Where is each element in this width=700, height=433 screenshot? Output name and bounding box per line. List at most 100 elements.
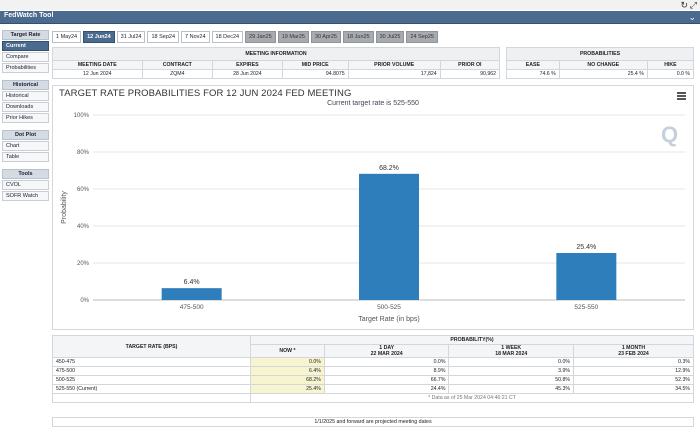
col-header-line: NOW * [279, 348, 296, 354]
cell-now: 25.4% [250, 384, 325, 394]
col-header-date: 23 FEB 2024 [618, 351, 649, 357]
cell-now: 6.4% [250, 366, 325, 376]
tab-meeting[interactable]: 18 Dec24 [211, 31, 244, 43]
col-header: MID PRICE [281, 60, 349, 70]
tab-meeting[interactable]: 7 Nov24 [181, 31, 210, 43]
sidebar-item-probabilities[interactable]: Probabilities [2, 63, 49, 73]
col-header: EXPIRES [212, 60, 283, 70]
bar [359, 173, 419, 300]
col-header: CONTRACT [141, 60, 214, 70]
tab-meeting-projected[interactable]: 30 Apr25 [310, 31, 341, 43]
tab-meeting[interactable]: 31 Jul24 [116, 31, 146, 43]
tab-meeting-projected[interactable]: 18 Jun25 [342, 31, 374, 43]
row-label: 475-500 [52, 366, 251, 376]
row-label: 500-525 [52, 375, 251, 385]
probabilities-title: PROBABILITIES [506, 47, 694, 61]
sidebar-item-table[interactable]: Table [2, 152, 49, 162]
col-header-date: 18 MAR 2024 [495, 351, 528, 357]
y-tick-label: 40% [77, 224, 90, 230]
y-tick-label: 60% [77, 187, 90, 193]
col-header-date: 22 MAR 2024 [370, 351, 403, 357]
prior-volume: 17,824 [347, 69, 441, 79]
data-timestamp-note: * Data as of 25 Mar 2024 04:46:21 CT [250, 393, 694, 403]
cell: 12.9% [573, 366, 694, 376]
contract: ZQM4 [141, 69, 214, 79]
x-tick-label: 500-525 [377, 304, 401, 311]
sidebar-header-historical: Historical [2, 80, 49, 90]
chart-subtitle: Current target rate is 525-550 [327, 100, 419, 107]
chart-panel: 0% 20% 40% 60% 80% 100% 6.4% 475-500 68.2% 500-52… [52, 85, 694, 330]
note-spacer [52, 393, 251, 403]
col-header-line: 1 MONTH [621, 345, 646, 351]
table-row: 475-500 6.4% 8.9% 3.9% 12.9% [52, 366, 694, 376]
col-header: PRIOR VOLUME [347, 60, 441, 70]
table-row: 500-525 68.2% 66.7% 50.8% 52.3% [52, 375, 694, 385]
meeting-info-title: MEETING INFORMATION [52, 47, 500, 61]
col-header-probability: PROBABILITY(%) [250, 335, 694, 345]
tab-meeting[interactable]: 1 May24 [52, 31, 82, 43]
y-axis-title: Probability [61, 191, 68, 224]
hike-value: 0.0 % [646, 69, 695, 79]
cell: 34.5% [573, 384, 694, 394]
meeting-date: 12 Jun 2024 [52, 69, 143, 79]
sidebar: Target Rate Current Compare Probabilitie… [2, 30, 49, 202]
refresh-icon[interactable]: ↻ [680, 0, 688, 10]
row-label: 525-550 (Current) [52, 384, 251, 394]
tab-meeting-active[interactable]: 12 Jun24 [83, 31, 115, 43]
cell: 66.7% [323, 375, 450, 385]
bar [161, 288, 222, 300]
cell: 45.3% [448, 384, 574, 394]
x-tick-label: 475-500 [180, 304, 204, 311]
tab-meeting-projected[interactable]: 19 Mar25 [277, 31, 309, 43]
mid-price: 94.8075 [281, 69, 349, 79]
table-row: 525-550 (Current) 25.4% 24.4% 45.3% 34.5… [52, 384, 694, 394]
sidebar-header-target-rate: Target Rate [2, 30, 49, 40]
footer-note: 1/1/2025 and forward are projected meeti… [52, 417, 694, 427]
bar-value-label: 6.4% [184, 279, 200, 286]
tab-meeting[interactable]: 18 Sep24 [147, 31, 180, 43]
chevron-icon[interactable]: ⌄ [688, 12, 696, 22]
bar-chart: 0% 20% 40% 60% 80% 100% 6.4% 475-500 68.2% 500-52… [61, 113, 685, 323]
sidebar-item-sofr-watch[interactable]: SOFR Watch [2, 191, 49, 201]
expand-icon[interactable]: ⤢ [689, 0, 697, 10]
sidebar-item-chart[interactable]: Chart [2, 141, 49, 151]
sidebar-item-historical[interactable]: Historical [2, 91, 49, 101]
sidebar-item-current[interactable]: Current [2, 41, 49, 51]
row-label: 450-475 [52, 357, 251, 367]
probabilities-table: PROBABILITIES EASE NO CHANGE HIKE 74.6 %… [506, 47, 695, 79]
top-toolbar: ↻ ⤢ [0, 0, 700, 10]
tab-meeting-projected[interactable]: 29 Jan25 [245, 31, 276, 43]
cell: 50.8% [448, 375, 574, 385]
sidebar-item-downloads[interactable]: Downloads [2, 102, 49, 112]
tab-meeting-projected[interactable]: 24 Sep25 [406, 31, 438, 43]
table-row: 450-475 0.0% 0.0% 0.0% 0.3% [52, 357, 694, 367]
tab-meeting-projected[interactable]: 30 Jul25 [375, 31, 405, 43]
col-header-1-week: 1 WEEK 18 MAR 2024 [448, 344, 574, 358]
sidebar-item-prior-hikes[interactable]: Prior Hikes [2, 113, 49, 123]
app-title: FedWatch Tool [4, 12, 54, 19]
cell: 0.0% [323, 357, 450, 367]
y-tick-label: 0% [80, 298, 89, 304]
col-header-1-month: 1 MONTH 23 FEB 2024 [573, 344, 694, 358]
chart-title: TARGET RATE PROBABILITIES FOR 12 JUN 202… [59, 88, 352, 99]
hamburger-menu-icon[interactable] [677, 92, 686, 100]
cell: 0.0% [448, 357, 574, 367]
sidebar-item-cvol[interactable]: CVOL [2, 180, 49, 190]
col-header-line: 1 DAY [379, 345, 395, 351]
cell-now: 0.0% [250, 357, 325, 367]
col-header-1-day: 1 DAY 22 MAR 2024 [323, 344, 450, 358]
cell: 0.3% [573, 357, 694, 367]
col-header: EASE [506, 60, 560, 70]
expires: 28 Jun 2024 [212, 69, 283, 79]
prior-oi: 90,962 [439, 69, 501, 79]
col-header: NO CHANGE [558, 60, 648, 70]
bar-value-label: 25.4% [576, 244, 596, 251]
col-header-line: 1 WEEK [501, 345, 522, 351]
sidebar-item-compare[interactable]: Compare [2, 52, 49, 62]
cell: 8.9% [323, 366, 450, 376]
cell: 3.9% [448, 366, 574, 376]
cell: 52.3% [573, 375, 694, 385]
ease-value: 74.6 % [506, 69, 560, 79]
watermark-logo: Q [661, 122, 679, 147]
cell: 24.4% [323, 384, 450, 394]
